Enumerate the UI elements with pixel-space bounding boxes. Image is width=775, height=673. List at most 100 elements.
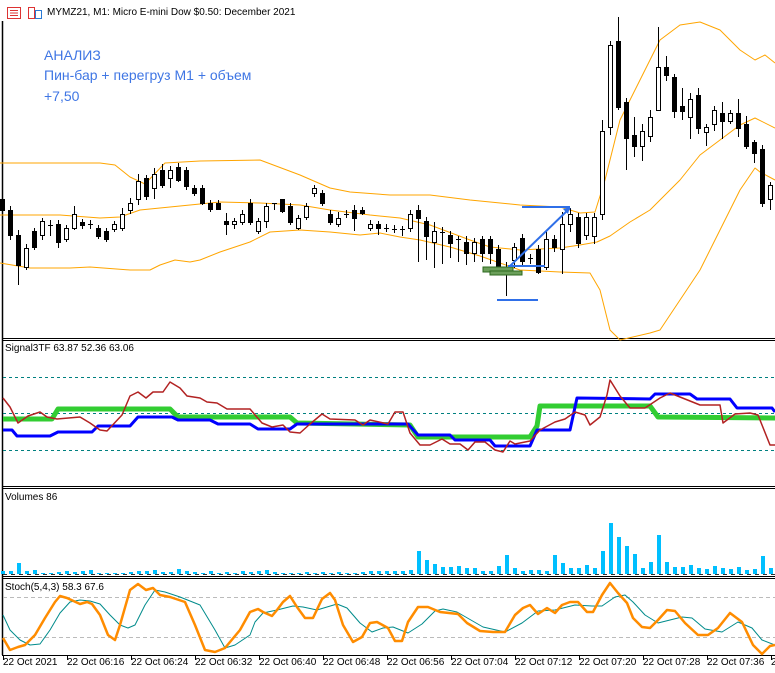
time-axis-label: 22 Oct 06:24	[131, 657, 189, 668]
candle-bearish	[280, 199, 285, 212]
candle-bearish	[56, 224, 61, 243]
candle-bearish	[192, 188, 197, 194]
candle-bearish	[696, 95, 701, 129]
candle-bullish	[168, 170, 173, 179]
volume-bar	[641, 568, 645, 574]
volume-bar	[65, 571, 69, 574]
candle-bullish	[512, 247, 517, 261]
chart-window-icon[interactable]	[28, 6, 42, 19]
volume-bar	[609, 523, 613, 574]
candle-bullish	[296, 218, 301, 229]
annotation-result: +7,50	[44, 88, 80, 104]
candle-bullish	[600, 131, 605, 215]
candle-bullish	[656, 67, 661, 111]
volume-bar	[281, 573, 285, 574]
time-axis-label: 22 Oct 06:16	[67, 657, 125, 668]
candle-bearish	[0, 199, 5, 211]
annotation-heading: АНАЛИЗ	[44, 47, 101, 63]
candle-bearish	[424, 221, 429, 237]
candle-bearish	[496, 249, 501, 268]
candle-bearish	[176, 167, 181, 181]
volume-bar	[473, 568, 477, 574]
volume-bar	[593, 568, 597, 574]
volume-bar	[49, 573, 53, 574]
volume-bar	[481, 571, 485, 574]
candle-bearish	[576, 217, 581, 244]
volume-bar	[145, 571, 149, 574]
candle-bearish	[672, 77, 677, 112]
candle-bullish	[712, 110, 717, 125]
time-axis-label: 22 Oct 2021	[3, 657, 58, 668]
candle-bearish	[736, 113, 741, 129]
candle-bullish	[128, 203, 133, 211]
candle-bearish	[536, 249, 541, 273]
time-axis-label: 22 Oct 06:48	[323, 657, 381, 668]
volume-bar	[81, 571, 85, 574]
candle-bearish	[448, 235, 453, 244]
candle-bearish	[16, 235, 21, 266]
list-icon[interactable]	[7, 6, 21, 19]
volume-bar	[537, 570, 541, 574]
volume-bar	[345, 573, 349, 574]
candle-bearish	[104, 231, 109, 240]
volume-bar	[385, 571, 389, 574]
volume-bar	[545, 571, 549, 574]
volume-bar	[649, 562, 653, 574]
volume-bar	[761, 556, 765, 574]
candle-bullish	[592, 217, 597, 237]
candle-bearish	[248, 203, 253, 223]
volume-bar	[673, 567, 677, 574]
volume-bar	[721, 568, 725, 574]
candle-bearish	[160, 170, 165, 186]
volume-bar	[417, 551, 421, 574]
volume-bar	[505, 555, 509, 574]
candle-bullish	[72, 214, 77, 229]
volume-bar	[457, 566, 461, 574]
volume-bar	[393, 571, 397, 574]
candle-bullish	[40, 221, 45, 236]
signal-red-line	[2, 379, 775, 453]
candle-bullish	[728, 113, 733, 122]
volume-bar	[689, 565, 693, 574]
stoch-main-line	[1, 581, 775, 656]
volume-bar	[377, 571, 381, 574]
volume-bar	[769, 568, 773, 574]
candle-bullish	[264, 206, 269, 222]
volume-bar	[553, 555, 557, 574]
arrow-head-icon	[563, 207, 570, 214]
volume-bar	[497, 566, 501, 574]
candle-bearish	[32, 231, 37, 248]
volume-bar	[9, 571, 13, 574]
candle-bearish	[760, 149, 765, 204]
candle-bearish	[200, 188, 205, 204]
volume-bar	[513, 568, 517, 574]
time-axis-label: 22 Oct 06:56	[387, 657, 445, 668]
volume-bar	[569, 568, 573, 574]
candle-bearish	[464, 242, 469, 254]
candle-bullish	[688, 99, 693, 118]
candle-bearish	[320, 193, 325, 204]
volume-bar	[201, 573, 205, 574]
stoch-signal-line	[2, 589, 775, 649]
candle-bullish	[768, 185, 773, 200]
volume-bar	[433, 564, 437, 574]
candle-bearish	[8, 210, 13, 236]
volume-bar	[369, 571, 373, 574]
candle-bullish	[608, 45, 613, 128]
candle-bearish	[288, 206, 293, 223]
candle-bearish	[488, 239, 493, 254]
volume-bar	[265, 570, 269, 574]
volume-bar	[745, 570, 749, 574]
candle-bearish	[416, 210, 421, 219]
candle-bullish	[336, 218, 341, 225]
volume-bar	[249, 572, 253, 574]
volume-bar	[241, 571, 245, 574]
candle-bearish	[360, 210, 365, 214]
candle-bullish	[112, 224, 117, 230]
volume-bar	[305, 572, 309, 574]
candle-bearish	[480, 239, 485, 254]
trade-arrow-line	[509, 207, 571, 267]
annotation-setup: Пин-бар + перегруз М1 + объем	[44, 67, 252, 83]
time-axis-label: 22 Oct 06:40	[259, 657, 317, 668]
